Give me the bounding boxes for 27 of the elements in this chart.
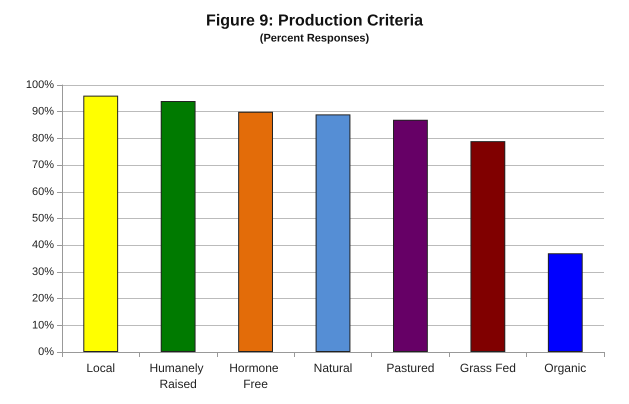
y-tick-label: 30%: [32, 266, 54, 278]
y-tick-label: 10%: [32, 319, 54, 332]
y-tick-label: 90%: [32, 106, 54, 118]
bar: [470, 141, 506, 352]
bar: [548, 253, 583, 352]
bar: [393, 120, 428, 352]
bar: [83, 96, 118, 352]
y-tick-label: 40%: [32, 239, 54, 252]
bar: [316, 114, 350, 352]
y-tick-label: 0%: [38, 346, 54, 358]
y-tick-label: 70%: [32, 159, 54, 172]
y-tick-label: 100%: [26, 79, 54, 91]
x-tick-label: Hormone Free: [229, 361, 282, 391]
x-tick-label: Humanely Raised: [149, 361, 207, 391]
x-tick-label: Grass Fed: [460, 361, 516, 375]
x-tick-label: Local: [86, 361, 116, 375]
chart-title: Figure 9: Production Criteria: [206, 12, 424, 30]
bar: [238, 112, 273, 352]
x-tick-label: Natural: [314, 361, 352, 375]
bar: [160, 101, 196, 352]
chart-subtitle: (Percent Responses): [260, 32, 370, 44]
y-tick-label: 20%: [32, 292, 54, 305]
y-tick-label: 50%: [32, 212, 54, 224]
y-tick-label: 60%: [32, 186, 54, 198]
x-tick-label: Pastured: [386, 361, 434, 375]
x-tick-label: Organic: [544, 361, 586, 375]
y-tick-label: 80%: [32, 132, 54, 144]
